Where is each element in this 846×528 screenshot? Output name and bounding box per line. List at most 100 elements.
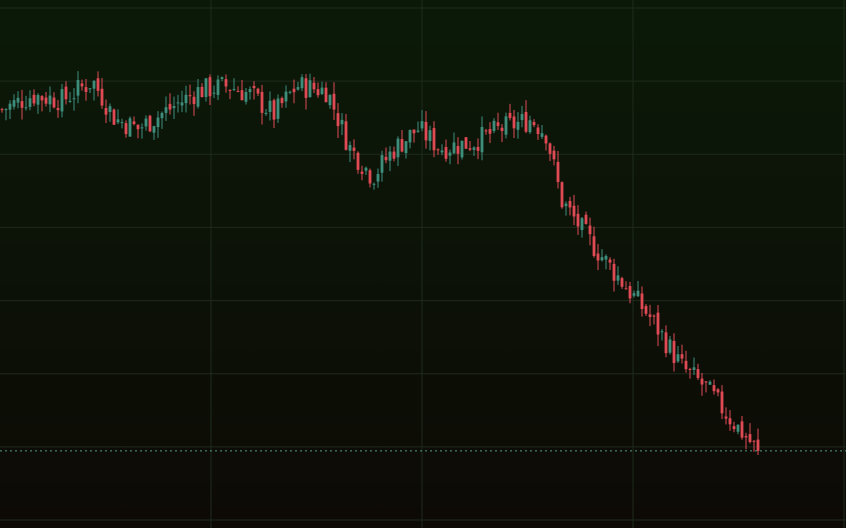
candle[interactable] [260, 84, 264, 125]
candle[interactable] [192, 91, 196, 116]
candle[interactable] [84, 78, 88, 101]
candle[interactable] [136, 124, 140, 139]
candle[interactable] [592, 226, 596, 258]
candle[interactable] [356, 151, 360, 174]
candle[interactable] [572, 194, 576, 226]
candle[interactable] [280, 96, 284, 108]
candle[interactable] [128, 116, 132, 137]
candle[interactable] [540, 125, 544, 139]
candle[interactable] [216, 75, 220, 100]
candle[interactable] [292, 79, 296, 104]
candle[interactable] [392, 146, 396, 162]
candle[interactable] [4, 108, 8, 121]
candle[interactable] [756, 428, 760, 456]
candle[interactable] [272, 98, 276, 129]
candle[interactable] [628, 281, 632, 304]
candle[interactable] [312, 76, 316, 94]
candle[interactable] [448, 149, 452, 165]
candle[interactable] [400, 130, 404, 153]
candle[interactable] [464, 136, 468, 149]
candle[interactable] [160, 111, 164, 129]
candle[interactable] [460, 140, 464, 160]
candle[interactable] [316, 82, 320, 98]
candle[interactable] [256, 87, 260, 97]
candle[interactable] [200, 83, 204, 98]
candle[interactable] [60, 83, 64, 118]
candle[interactable] [184, 85, 188, 113]
candle[interactable] [300, 74, 304, 92]
candle[interactable] [620, 276, 624, 289]
candle[interactable] [480, 116, 484, 161]
candle[interactable] [24, 95, 28, 111]
candle[interactable] [364, 166, 368, 175]
candle[interactable] [740, 416, 744, 440]
candle[interactable] [376, 168, 380, 188]
candle[interactable] [36, 93, 40, 114]
candle[interactable] [372, 182, 376, 190]
candle[interactable] [28, 90, 32, 111]
candle[interactable] [536, 124, 540, 140]
candle[interactable] [164, 96, 168, 122]
candle[interactable] [624, 281, 628, 290]
candle[interactable] [556, 151, 560, 189]
candle[interactable] [492, 118, 496, 134]
candle[interactable] [504, 112, 508, 139]
candle[interactable] [652, 314, 656, 325]
candle[interactable] [720, 385, 724, 420]
candle[interactable] [604, 254, 608, 270]
candle[interactable] [736, 424, 740, 435]
candle[interactable] [584, 211, 588, 225]
candle[interactable] [516, 112, 520, 139]
candle[interactable] [208, 74, 212, 106]
candle[interactable] [212, 85, 216, 99]
candle[interactable] [0, 107, 4, 113]
candle[interactable] [64, 81, 68, 105]
candle[interactable] [472, 146, 476, 156]
candle[interactable] [284, 85, 288, 108]
candle[interactable] [16, 91, 20, 109]
candle[interactable] [248, 86, 252, 100]
candle[interactable] [236, 86, 240, 93]
candle[interactable] [88, 88, 92, 94]
candle[interactable] [544, 134, 548, 151]
candle[interactable] [616, 266, 620, 285]
candle[interactable] [304, 74, 308, 110]
candle[interactable] [144, 115, 148, 131]
candle[interactable] [484, 128, 488, 135]
candle[interactable] [496, 112, 500, 131]
candle[interactable] [360, 165, 364, 181]
candle[interactable] [636, 280, 640, 298]
candle[interactable] [744, 432, 748, 450]
candle[interactable] [296, 81, 300, 91]
candle[interactable] [8, 100, 12, 120]
candle[interactable] [48, 86, 52, 113]
candle-series[interactable] [0, 71, 760, 456]
candle[interactable] [552, 145, 556, 166]
candle[interactable] [52, 92, 56, 109]
candle[interactable] [328, 93, 332, 109]
candle[interactable] [140, 123, 144, 139]
candle[interactable] [576, 205, 580, 235]
candle[interactable] [380, 150, 384, 182]
candle[interactable] [488, 122, 492, 144]
candle[interactable] [20, 89, 24, 120]
candle[interactable] [56, 99, 60, 118]
candle[interactable] [468, 140, 472, 152]
candle[interactable] [588, 217, 592, 246]
candle[interactable] [440, 144, 444, 156]
candle[interactable] [396, 136, 400, 166]
candle[interactable] [436, 148, 440, 155]
candle[interactable] [276, 94, 280, 123]
candle[interactable] [528, 115, 532, 134]
candle[interactable] [724, 407, 728, 425]
candle[interactable] [500, 124, 504, 143]
candle[interactable] [748, 423, 752, 444]
candle[interactable] [80, 79, 84, 91]
candle[interactable] [288, 90, 292, 95]
candle[interactable] [548, 142, 552, 162]
candle[interactable] [476, 138, 480, 160]
candle[interactable] [732, 421, 736, 433]
candle[interactable] [680, 344, 684, 364]
candle[interactable] [240, 80, 244, 101]
